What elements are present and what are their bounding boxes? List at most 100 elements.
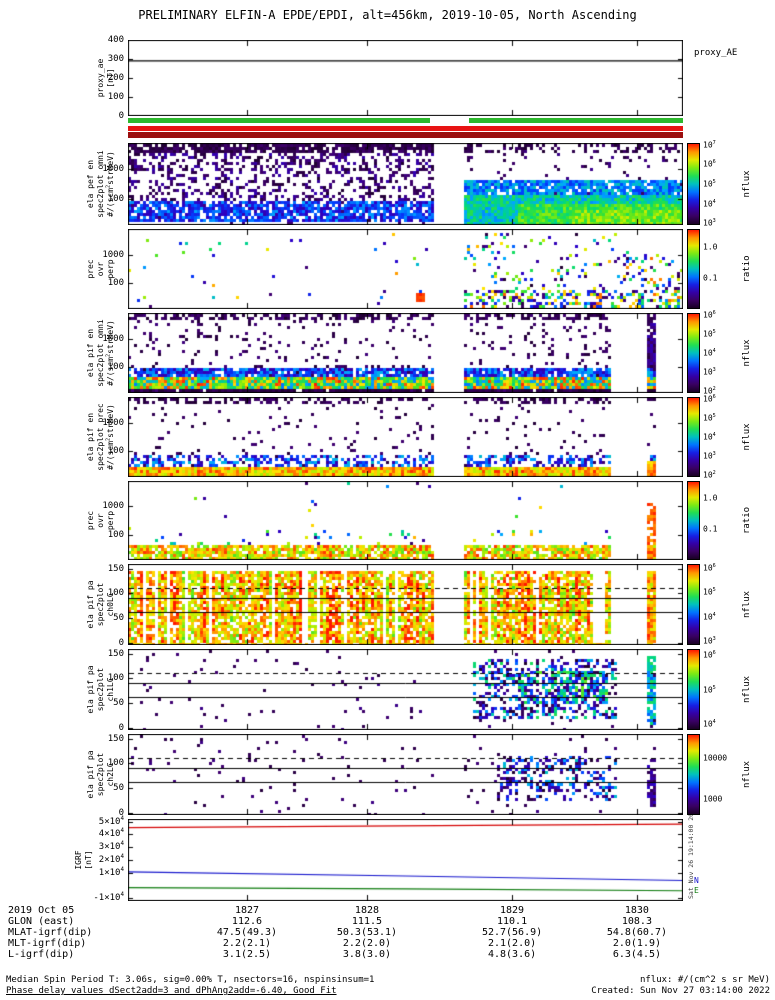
- green-coverage-bar: [469, 118, 683, 123]
- colorbar-tick-label: 10000: [703, 753, 728, 763]
- colorbar-ela_pef_en_spec2plot_omni: [687, 143, 700, 225]
- y-tick-label: 100: [107, 92, 124, 102]
- y-tick-label: 1000: [102, 164, 124, 175]
- panel-ela_pef_prec_ovr_perp: [128, 229, 683, 309]
- panel-ylabel: proxy_ae: [96, 58, 105, 98]
- panel-ela_pif_pa_spec2plot_ch2LC: [128, 734, 683, 815]
- colorbar-tick-label: 104: [703, 198, 716, 209]
- panel-ela_pif_pa_spec2plot_ch0LC: [128, 564, 683, 645]
- y-tick-label: 200: [107, 73, 124, 83]
- axis-row-value: 3.1(2.5): [222, 949, 272, 960]
- panel-ylabel: spec2plot: [96, 752, 105, 797]
- panel-ylabel: prec: [86, 510, 95, 531]
- colorbar-tick-label: 106: [703, 650, 716, 660]
- panel-ylabel: ch0LC: [106, 592, 115, 617]
- y-tick-label: 400: [107, 35, 124, 45]
- colorbar-ela_pif_pa_spec2plot_ch2LC: [687, 734, 700, 815]
- colorbar-unit-label: nflux: [742, 675, 752, 704]
- y-tick-label: 50: [113, 698, 124, 709]
- colorbar-tick-label: 105: [703, 178, 716, 189]
- colorbar-tick-label: 1.0: [703, 242, 718, 252]
- y-tick-label: 3×104: [98, 841, 124, 853]
- axis-row-value: 54.8(60.7): [606, 927, 668, 938]
- footer-nflux-units: nflux: #/(cm^2 s sr MeV): [639, 975, 770, 985]
- colorbar-tick-label: 105: [703, 684, 716, 694]
- colorbar-unit-label: ratio: [742, 506, 752, 535]
- footer-created: Created: Sun Nov 27 03:14:00 2022: [591, 986, 770, 996]
- colorbar-tick-label: 106: [703, 393, 716, 404]
- colorbar-unit-label: ratio: [742, 255, 752, 283]
- panel-ylabel: [nT]: [84, 850, 93, 870]
- red-coverage-bar: [128, 126, 683, 131]
- panel-ylabel: perp: [106, 510, 115, 531]
- y-tick-label: 0: [118, 637, 124, 648]
- panel-ylabel: spec2plot: [96, 667, 105, 712]
- colorbar-tick-label: 0.1: [703, 524, 718, 534]
- axis-row-label: MLAT-igrf(dip): [8, 927, 93, 938]
- time-tick-label: 1830: [624, 905, 649, 916]
- colorbar-tick-label: 102: [703, 470, 716, 480]
- axis-row-value: 4.8(3.6): [487, 949, 537, 960]
- panel-ylabel: ovr: [96, 261, 105, 277]
- colorbar-tick-label: 103: [703, 218, 716, 228]
- date-label: 2019 Oct 05: [8, 905, 75, 916]
- y-tick-label: 150: [107, 648, 124, 659]
- axis-row-label: GLON (east): [8, 916, 75, 927]
- panel-ylabel: ela pif pa: [86, 580, 95, 629]
- panel-ylabel: ela pef en: [86, 159, 95, 209]
- panel-ela_pif_pa_spec2plot_ch1LC: [128, 649, 683, 730]
- series-label-N: N: [694, 875, 699, 885]
- axis-row-value: 52.7(56.9): [481, 927, 543, 938]
- panel-ylabel: prec: [86, 259, 95, 279]
- green-coverage-bar: [128, 118, 431, 123]
- panel-ylabel: ela pif pa: [86, 665, 95, 714]
- colorbar-tick-label: 104: [703, 431, 716, 442]
- panel-ela_pif_en_spec2plot_prec: [128, 397, 683, 477]
- y-tick-label: 300: [107, 54, 124, 64]
- axis-row-value: 2.1(2.0): [487, 938, 537, 949]
- y-tick-label: 150: [107, 563, 124, 574]
- axis-row-value: 108.3: [621, 916, 652, 927]
- panel-ylabel: ela pif pa: [86, 750, 95, 799]
- panel-ylabel: IGRF: [74, 850, 83, 870]
- y-tick-label: 50: [113, 783, 124, 794]
- series-label-E: E: [694, 885, 699, 895]
- y-tick-label: 1×104: [98, 866, 124, 878]
- colorbar-tick-label: 106: [703, 159, 716, 169]
- y-tick-label: 150: [107, 733, 124, 744]
- axis-row-value: 112.6: [231, 916, 263, 927]
- y-tick-label: 0: [118, 722, 124, 733]
- panel-ylabel: #/(scm2strMeV): [105, 320, 115, 386]
- y-tick-label: 100: [107, 193, 124, 204]
- time-tick-label: 1827: [234, 905, 260, 916]
- colorbar-unit-label: nflux: [742, 170, 752, 198]
- panel-ylabel: spec2plot: [96, 582, 105, 627]
- colorbar-tick-label: 107: [703, 139, 716, 150]
- colorbar-ela_pif_pa_spec2plot_ch1LC: [687, 649, 700, 730]
- colorbar-tick-label: 106: [703, 309, 716, 320]
- y-tick-label: 100: [107, 446, 124, 457]
- colorbar-tick-label: 103: [703, 451, 716, 461]
- y-tick-label: 5×104: [98, 815, 124, 827]
- proxy-ae-right-label: proxy_AE: [694, 48, 738, 58]
- figure-title: PRELIMINARY ELFIN-A EPDE/EPDI, alt=456km…: [138, 8, 637, 22]
- dark-red-coverage-bar: [128, 132, 683, 138]
- panel-ylabel: #/(scm2strMeV): [105, 404, 115, 470]
- colorbar-tick-label: 104: [703, 347, 716, 358]
- panel-ylabel: #/(scm2strMeV): [105, 151, 115, 217]
- colorbar-tick-label: 105: [703, 587, 716, 597]
- y-tick-label: 0: [118, 807, 124, 818]
- colorbar-ela_pif_pa_spec2plot_ch0LC: [687, 564, 700, 645]
- axis-row-value: 6.3(4.5): [612, 949, 662, 960]
- colorbar-tick-label: 106: [703, 562, 716, 573]
- panel-ela_pef_en_spec2plot_omni: [128, 143, 683, 225]
- colorbar-tick-label: 105: [703, 412, 716, 423]
- colorbar-unit-label: nflux: [742, 423, 752, 451]
- panel-ylabel: perp: [106, 259, 115, 279]
- y-tick-label: 1000: [102, 249, 124, 260]
- y-tick-label: 1000: [102, 417, 124, 428]
- panel-ylabel: [nT]: [106, 68, 115, 88]
- colorbar-tick-label: 1000: [703, 794, 723, 804]
- axis-row-value: 110.1: [496, 916, 528, 927]
